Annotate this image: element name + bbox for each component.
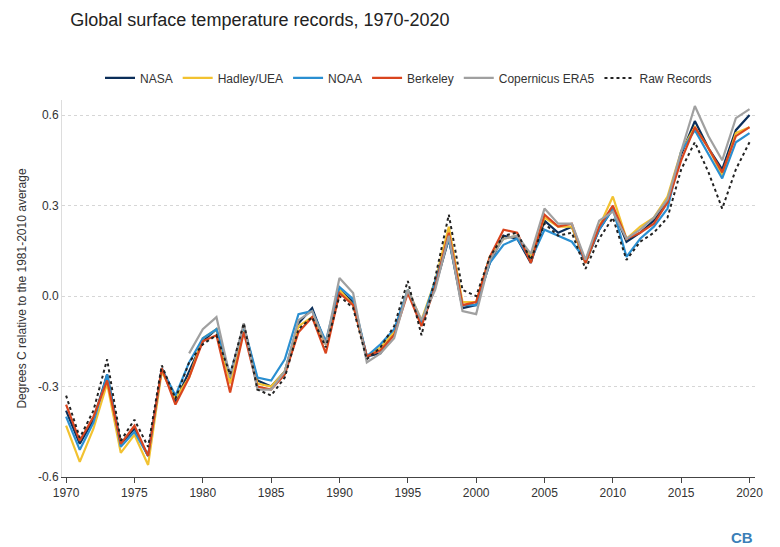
- svg-text:1970: 1970: [53, 486, 80, 500]
- svg-text:Berkeley: Berkeley: [407, 72, 454, 86]
- svg-text:0.6: 0.6: [42, 108, 59, 122]
- svg-text:2020: 2020: [736, 486, 763, 500]
- svg-text:Raw Records: Raw Records: [639, 72, 711, 86]
- svg-text:1985: 1985: [258, 486, 285, 500]
- svg-text:Degrees C relative to the 1981: Degrees C relative to the 1981-2010 aver…: [15, 168, 29, 408]
- svg-text:Global surface temperature rec: Global surface temperature records, 1970…: [70, 10, 449, 30]
- svg-text:1990: 1990: [326, 486, 353, 500]
- svg-text:2005: 2005: [531, 486, 558, 500]
- svg-text:0.0: 0.0: [42, 289, 59, 303]
- svg-text:1980: 1980: [189, 486, 216, 500]
- svg-text:0.3: 0.3: [42, 199, 59, 213]
- svg-text:-0.3: -0.3: [38, 380, 59, 394]
- svg-text:-0.6: -0.6: [38, 470, 59, 484]
- svg-text:2015: 2015: [668, 486, 695, 500]
- svg-text:NASA: NASA: [140, 72, 173, 86]
- svg-text:1995: 1995: [394, 486, 421, 500]
- svg-text:2010: 2010: [599, 486, 626, 500]
- svg-text:CB: CB: [731, 529, 753, 546]
- svg-text:Hadley/UEA: Hadley/UEA: [218, 72, 283, 86]
- svg-text:1975: 1975: [121, 486, 148, 500]
- svg-text:2000: 2000: [463, 486, 490, 500]
- svg-text:NOAA: NOAA: [328, 72, 362, 86]
- svg-text:Copernicus ERA5: Copernicus ERA5: [499, 72, 595, 86]
